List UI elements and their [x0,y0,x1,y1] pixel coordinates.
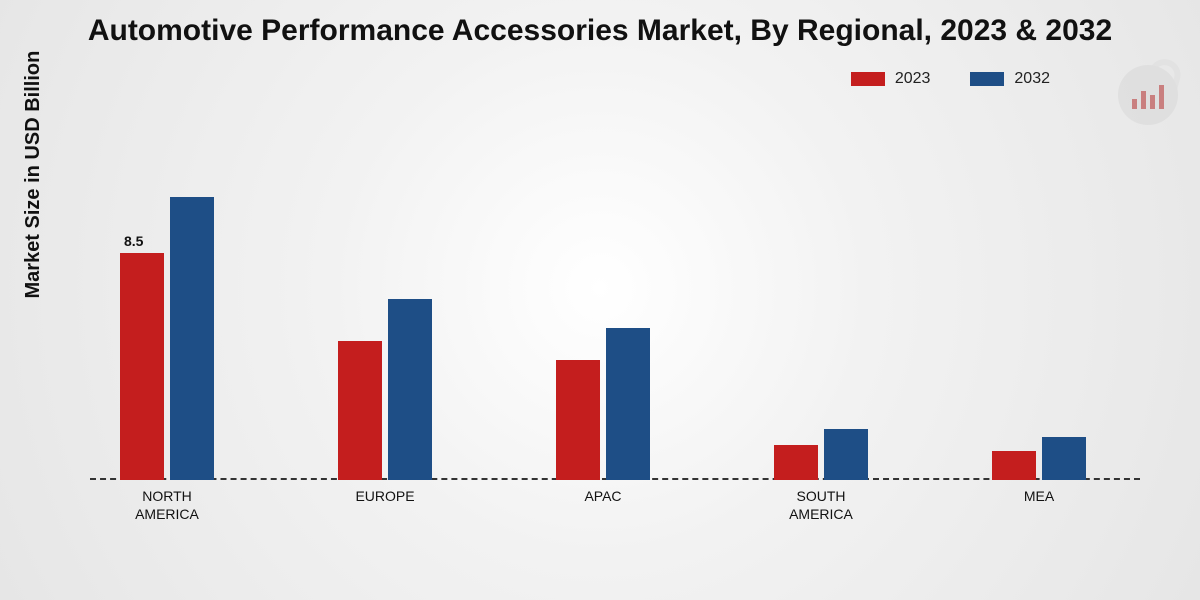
bar-mea-2023 [992,451,1036,480]
bar-mea-2032 [1042,437,1086,480]
x-label-sa: SOUTHAMERICA [734,488,908,523]
legend: 2023 2032 [851,70,1050,88]
bar-group-eu [338,160,432,480]
legend-swatch-2032 [970,72,1004,86]
chart-canvas: Automotive Performance Accessories Marke… [0,0,1200,600]
bar-group-mea [992,160,1086,480]
bar-na-2023 [120,253,164,480]
legend-item-2023: 2023 [851,70,931,88]
bar-sa-2023 [774,445,818,480]
plot-area: 8.5 [90,160,1140,480]
y-axis-label: Market Size in USD Billion [22,51,45,299]
legend-item-2032: 2032 [970,70,1050,88]
bar-group-na: 8.5 [120,160,214,480]
bar-apac-2023 [556,360,600,480]
bar-eu-2032 [388,299,432,480]
bar-apac-2032 [606,328,650,480]
x-label-mea: MEA [952,488,1126,506]
x-label-eu: EUROPE [298,488,472,506]
x-label-na: NORTHAMERICA [80,488,254,523]
bar-group-apac [556,160,650,480]
watermark-bars-icon [1132,81,1164,109]
x-label-apac: APAC [516,488,690,506]
legend-label-2032: 2032 [1014,70,1050,88]
x-axis-labels: NORTHAMERICA EUROPE APAC SOUTHAMERICA ME… [90,482,1140,532]
bar-group-sa [774,160,868,480]
bar-eu-2023 [338,341,382,480]
value-label-na-2023: 8.5 [124,233,143,249]
watermark-logo-icon [1118,65,1178,125]
chart-title: Automotive Performance Accessories Marke… [0,14,1200,48]
bar-na-2032 [170,197,214,480]
legend-swatch-2023 [851,72,885,86]
bar-sa-2032 [824,429,868,480]
legend-label-2023: 2023 [895,70,931,88]
